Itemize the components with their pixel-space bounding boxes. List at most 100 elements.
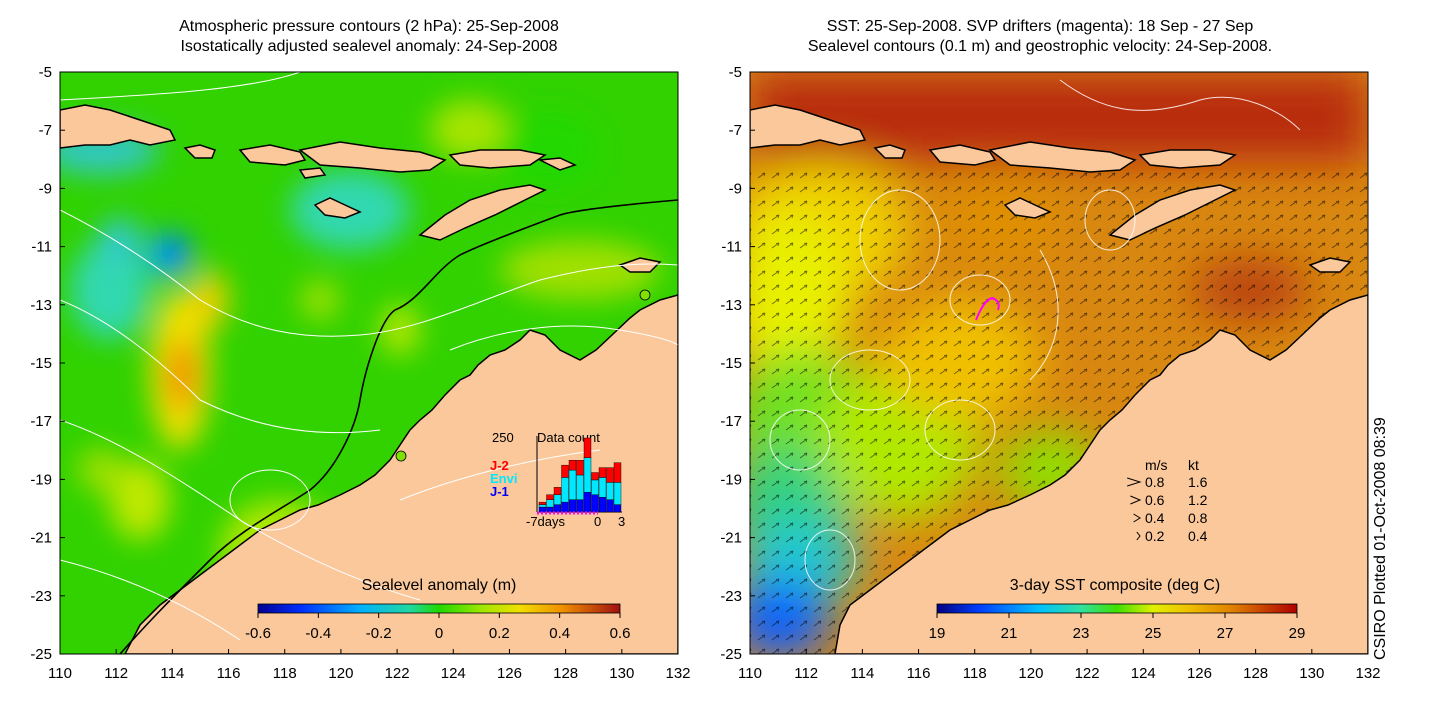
australia-land-right (834, 294, 1368, 654)
inset-xlabel-zero: 0 (594, 514, 601, 529)
lesser-sunda-islands-right (750, 104, 1352, 273)
speed-legend-arrow (1130, 495, 1142, 505)
right-map: 110 112 114 116 118 120 122 124 126 128 130 132 -5 -7… (720, 64, 1380, 682)
speed-legend-kt: 0.4 (1188, 528, 1208, 544)
right-ytick-label: -11 (721, 239, 742, 256)
bathymetry-contour (119, 199, 678, 654)
tide-gauge-darwin (639, 289, 651, 301)
left-title-line2: Isostatically adjusted sealevel anomaly:… (180, 38, 558, 55)
left-xtick-label: 126 (497, 665, 522, 682)
inset-bar-segment (583, 492, 592, 513)
left-ytick-label: -19 (30, 471, 52, 488)
right-xtick-label: 116 (907, 665, 931, 682)
sst-colorbar-tick-label: 29 (1289, 625, 1306, 642)
speed-legend-ms: 0.6 (1145, 492, 1165, 508)
australia-land (124, 294, 678, 654)
sla-colorbar: Sealevel anomaly (m) -0.6 -0.4 -0.2 0 0.2 0.4… (245, 577, 630, 642)
left-xtick-label: 124 (441, 665, 466, 682)
left-ytick-label: -9 (39, 180, 52, 197)
inset-bar-segment (538, 504, 547, 508)
sst-colorbar-tick-label: 27 (1217, 625, 1234, 642)
sla-colorbar-bar (257, 603, 621, 614)
left-title: Atmospheric pressure contours (2 hPa): 2… (60, 17, 678, 57)
left-ytick-label: -5 (39, 64, 52, 81)
inset-legend-envi: Envi (490, 471, 517, 486)
sla-colorbar-tick-label: -0.2 (366, 625, 392, 642)
inset-bar-segment (613, 504, 622, 513)
right-ytick-label: -19 (720, 471, 742, 488)
plot-credit: CSIRO Plotted 01-Oct-2008 08:39 (1372, 417, 1389, 660)
inset-bar-segment (598, 497, 607, 513)
speed-header-ms: m/s (1145, 457, 1168, 473)
right-axis-ticks: 110 112 114 116 118 120 122 124 126 128 130 132 -5 -7… (720, 64, 1380, 682)
left-xtick-label: 132 (665, 665, 690, 682)
right-ytick-label: -17 (720, 413, 742, 430)
speed-legend-arrow (1136, 531, 1141, 541)
inset-bar-segment (606, 499, 614, 513)
inset-bar-segment (583, 457, 592, 493)
inset-bar-segment (561, 501, 569, 513)
inset-bar-segment (583, 437, 592, 458)
right-xtick-label: 120 (1018, 665, 1043, 682)
right-title-line1: SST: 25-Sep-2008. SVP drifters (magenta)… (826, 18, 1254, 35)
inset-bar-segment (546, 506, 554, 513)
sealevel-contours (769, 79, 1301, 591)
inset-bar-segment (591, 494, 599, 513)
right-xtick-label: 110 (738, 665, 762, 682)
speed-legend-kt: 1.6 (1188, 474, 1208, 490)
right-ytick-label: -21 (720, 530, 742, 547)
sla-colorbar-label: Sealevel anomaly (m) (362, 577, 517, 594)
left-xtick-label: 112 (104, 665, 128, 682)
speed-legend: m/s kt 0.8 1.6 0.6 1.2 0.4 0.8 0.2 0.4 (1127, 457, 1208, 544)
inset-bar-segment (538, 501, 547, 505)
inset-legend-j1: J-1 (490, 484, 509, 499)
inset-xlabel-start: -7days (526, 514, 566, 529)
left-xtick-label: 122 (385, 665, 410, 682)
left-axis-ticks: 110 112 114 116 118 120 122 124 126 128 130 132 -5 -7… (30, 64, 690, 682)
inset-bar-segment (561, 477, 569, 503)
inset-bar-segment (613, 462, 622, 483)
left-ytick-label: -25 (30, 646, 52, 663)
speed-legend-arrow (1127, 477, 1142, 487)
right-ytick-label: -15 (720, 355, 742, 372)
svp-drifter-track (975, 296, 1000, 321)
inset-bar-segment (568, 469, 577, 500)
speed-header-kt: kt (1188, 457, 1199, 473)
right-xtick-label: 128 (1243, 665, 1268, 682)
sla-colorbar-tick-label: 0.2 (489, 625, 510, 642)
right-ytick-label: -7 (729, 122, 742, 139)
inset-bar-segment (546, 494, 554, 500)
left-ytick-label: -23 (30, 588, 52, 605)
speed-legend-kt: 1.2 (1188, 492, 1208, 508)
inset-bar-segment (606, 482, 614, 500)
left-xtick-label: 116 (217, 665, 241, 682)
inset-bar-segment (591, 472, 599, 481)
left-ytick-label: -11 (31, 239, 52, 256)
inset-bar-segment (568, 499, 577, 513)
inset-bar-segment (538, 506, 547, 513)
tide-gauge-broome (395, 450, 407, 462)
right-xtick-label: 114 (850, 665, 874, 682)
inset-bar-segment (553, 504, 562, 513)
sla-colorbar-tick-label: 0.4 (549, 625, 570, 642)
speed-legend-ms: 0.4 (1145, 510, 1165, 526)
sla-colorbar-tick-label: 0.6 (610, 625, 631, 642)
left-title-line1: Atmospheric pressure contours (2 hPa): 2… (179, 18, 559, 35)
sst-colorbar: 3-day SST composite (deg C) 19 21 23 25 27 29 (929, 577, 1306, 642)
left-xtick-label: 114 (160, 665, 184, 682)
lesser-sunda-islands (60, 104, 662, 273)
inset-bar-segment (576, 460, 584, 476)
left-xtick-label: 110 (48, 665, 72, 682)
left-ytick-label: -13 (30, 297, 52, 314)
sla-colorbar-tick-label: -0.6 (245, 625, 271, 642)
left-xtick-label: 118 (273, 665, 297, 682)
inset-bar-segment (576, 499, 584, 513)
speed-legend-kt: 0.8 (1188, 510, 1208, 526)
inset-bar-segment (598, 477, 607, 498)
sst-colorbar-bar (936, 603, 1298, 614)
inset-bar-segment (576, 474, 584, 500)
right-xtick-label: 126 (1187, 665, 1212, 682)
left-map: 110 112 114 116 118 120 122 124 126 128 130 132 -5 -7… (30, 64, 690, 682)
sla-colorbar-tick-label: -0.4 (305, 625, 331, 642)
